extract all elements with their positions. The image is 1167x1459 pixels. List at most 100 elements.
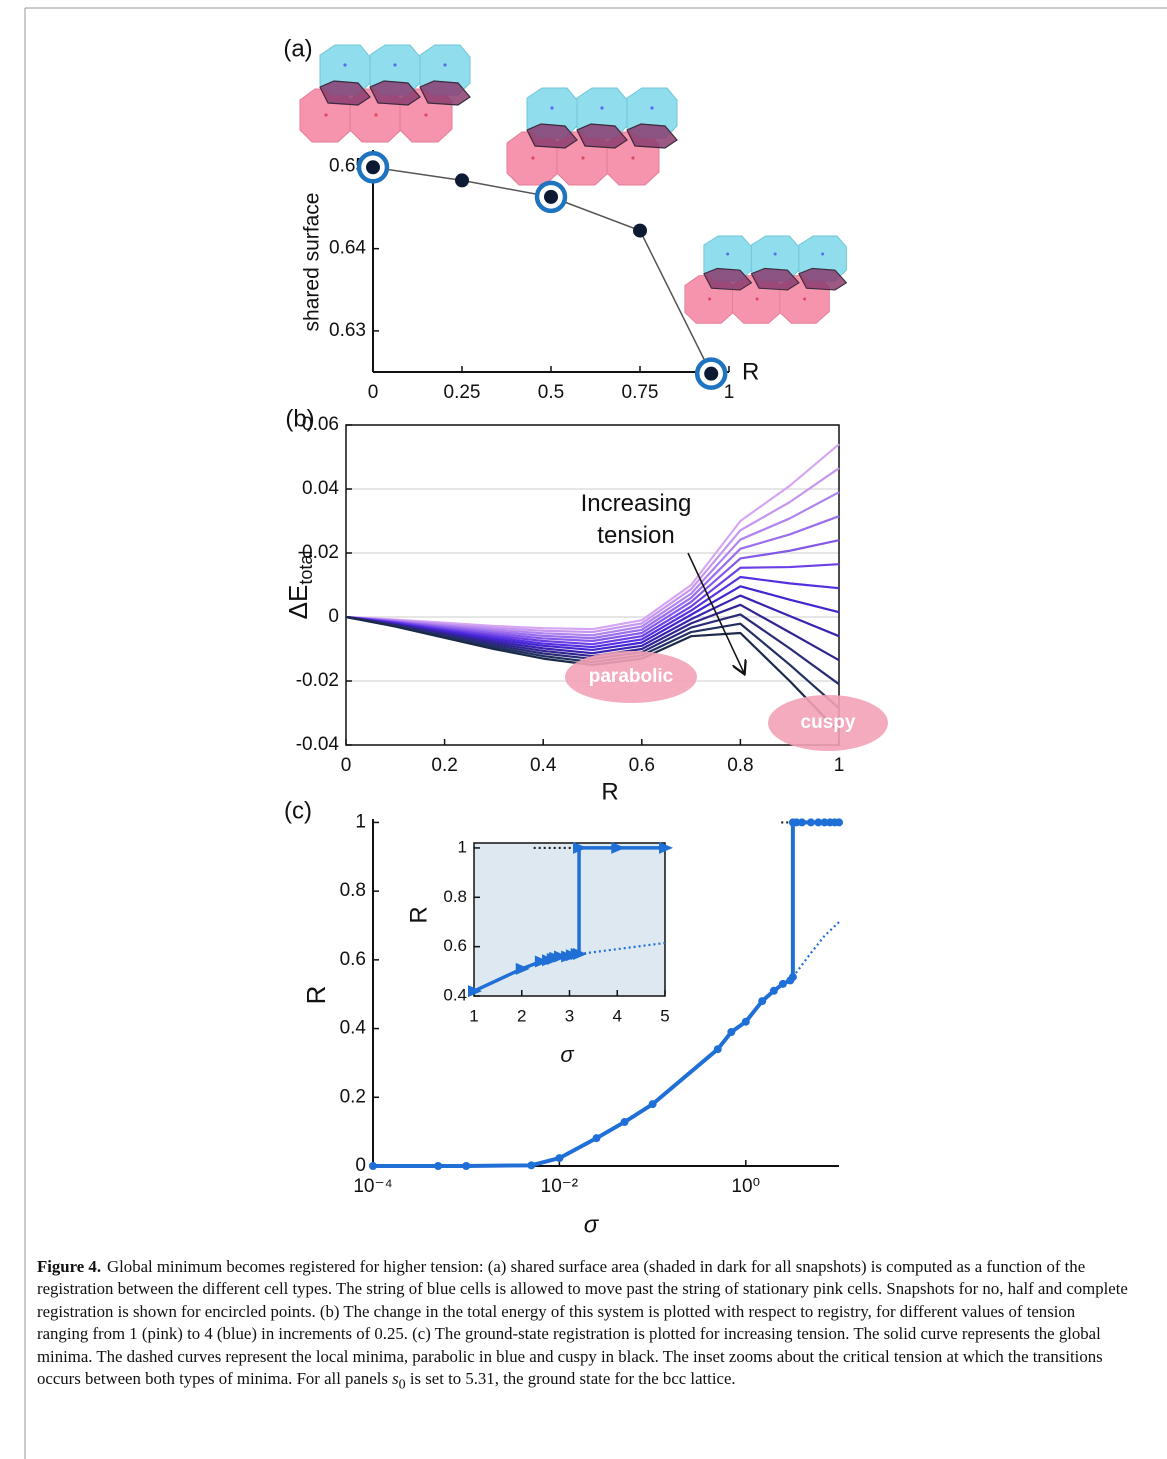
point [555, 1154, 564, 1163]
series-line [345, 575, 840, 649]
y-axis-label: ΔEtotal [283, 551, 316, 620]
cell-snapshot [506, 87, 678, 186]
point [797, 818, 806, 827]
point [515, 962, 530, 975]
point [835, 818, 843, 827]
plot-background [474, 843, 665, 996]
point [434, 1162, 443, 1170]
series-line [792, 921, 840, 978]
y-tick-label: 0.04 [302, 478, 339, 499]
x-tick-label: 1 [469, 1006, 478, 1025]
point [769, 986, 778, 995]
point [455, 173, 469, 188]
y-tick-label: 0.4 [443, 985, 467, 1004]
point [713, 1045, 722, 1054]
point [366, 160, 380, 175]
point [633, 223, 647, 238]
x-tick-label: 0.25 [444, 382, 481, 403]
y-tick-label: -0.02 [296, 670, 339, 691]
y-tick-label: 0.8 [443, 887, 467, 906]
y-tick-label: 1 [458, 837, 467, 856]
panel-label: (a) [283, 35, 312, 62]
plot-frame [345, 424, 840, 746]
point [648, 1100, 657, 1109]
x-axis-label: σ [584, 1211, 600, 1238]
y-tick-label: 0.4 [340, 1018, 367, 1039]
point [727, 1028, 736, 1037]
annotation: parabolic [589, 666, 674, 687]
point [814, 818, 823, 827]
panel-label: (b) [285, 405, 314, 432]
x-axis-label: R [601, 778, 618, 805]
point [573, 841, 588, 854]
x-tick-label: 4 [613, 1006, 622, 1025]
x-axis-label: σ [560, 1042, 574, 1067]
panel-label: (c) [284, 797, 312, 824]
point [788, 973, 797, 982]
y-axis-label: shared surface [301, 193, 324, 332]
x-tick-label: 1 [834, 755, 845, 776]
y-tick-label: 0.65 [329, 155, 366, 176]
point [611, 841, 626, 854]
y-axis-label-main: ΔE [283, 585, 313, 620]
y-tick-label: 0.02 [302, 542, 339, 563]
point [758, 997, 767, 1006]
x-tick-label: 10⁻² [541, 1176, 579, 1197]
point [527, 1161, 536, 1170]
annotation: Increasing tension [580, 490, 692, 549]
point [573, 948, 588, 961]
point [468, 985, 482, 998]
x-tick-label: 1 [724, 382, 735, 403]
x-tick-label: 10⁰ [731, 1176, 760, 1197]
y-tick-label: 0.8 [340, 880, 366, 901]
point [544, 189, 558, 204]
y-tick-label: 0.2 [340, 1086, 366, 1107]
caption-label: Figure 4. [37, 1257, 102, 1276]
y-tick-label: 0.64 [329, 238, 366, 259]
annotation-ellipse [565, 651, 697, 703]
x-tick-label: 0 [368, 382, 379, 403]
y-tick-label: 0.63 [329, 320, 366, 341]
point [741, 1017, 750, 1026]
x-tick-label: 0 [341, 755, 352, 776]
point [592, 1134, 601, 1143]
point [553, 950, 568, 963]
caption-subscript: 0 [398, 1377, 406, 1393]
x-tick-label: 0.8 [727, 755, 753, 776]
x-tick-label: 0.4 [530, 755, 557, 776]
point [534, 955, 549, 968]
y-axis-label-subscript: total [296, 551, 316, 585]
point [462, 1162, 471, 1170]
annotation-ellipse [768, 695, 888, 751]
y-tick-label: 0.6 [443, 936, 467, 955]
y-axis-label: R [405, 906, 432, 923]
x-tick-label: 5 [660, 1006, 669, 1025]
y-axis-label: R [301, 986, 331, 1005]
point [659, 841, 673, 854]
annotation-arrow [687, 552, 744, 673]
y-tick-label: 0.6 [340, 949, 366, 970]
caption: Figure 4. Global minimum becomes register… [37, 1256, 1129, 1397]
caption-symbol: s [392, 1369, 399, 1389]
caption-text: Global minimum becomes registered for hi… [37, 1257, 1128, 1389]
y-tick-label: 0.06 [302, 414, 339, 435]
point [806, 818, 815, 827]
caption-text: is set to 5.31, the ground state for the… [405, 1369, 736, 1389]
point [704, 366, 719, 381]
x-tick-label: 3 [565, 1006, 574, 1025]
x-axis-label: R [742, 358, 759, 385]
plot-frame [473, 842, 666, 997]
x-tick-label: 10⁻⁴ [353, 1176, 392, 1197]
x-tick-label: 2 [517, 1006, 526, 1025]
point [369, 1162, 377, 1170]
x-tick-label: 0.2 [431, 755, 457, 776]
point [620, 1118, 629, 1127]
cell-snapshot [684, 235, 847, 324]
y-tick-label: 0 [355, 1155, 366, 1176]
point [778, 979, 787, 988]
cell-snapshot [299, 44, 471, 143]
y-tick-label: 1 [355, 811, 366, 832]
annotation: cuspy [801, 712, 856, 733]
